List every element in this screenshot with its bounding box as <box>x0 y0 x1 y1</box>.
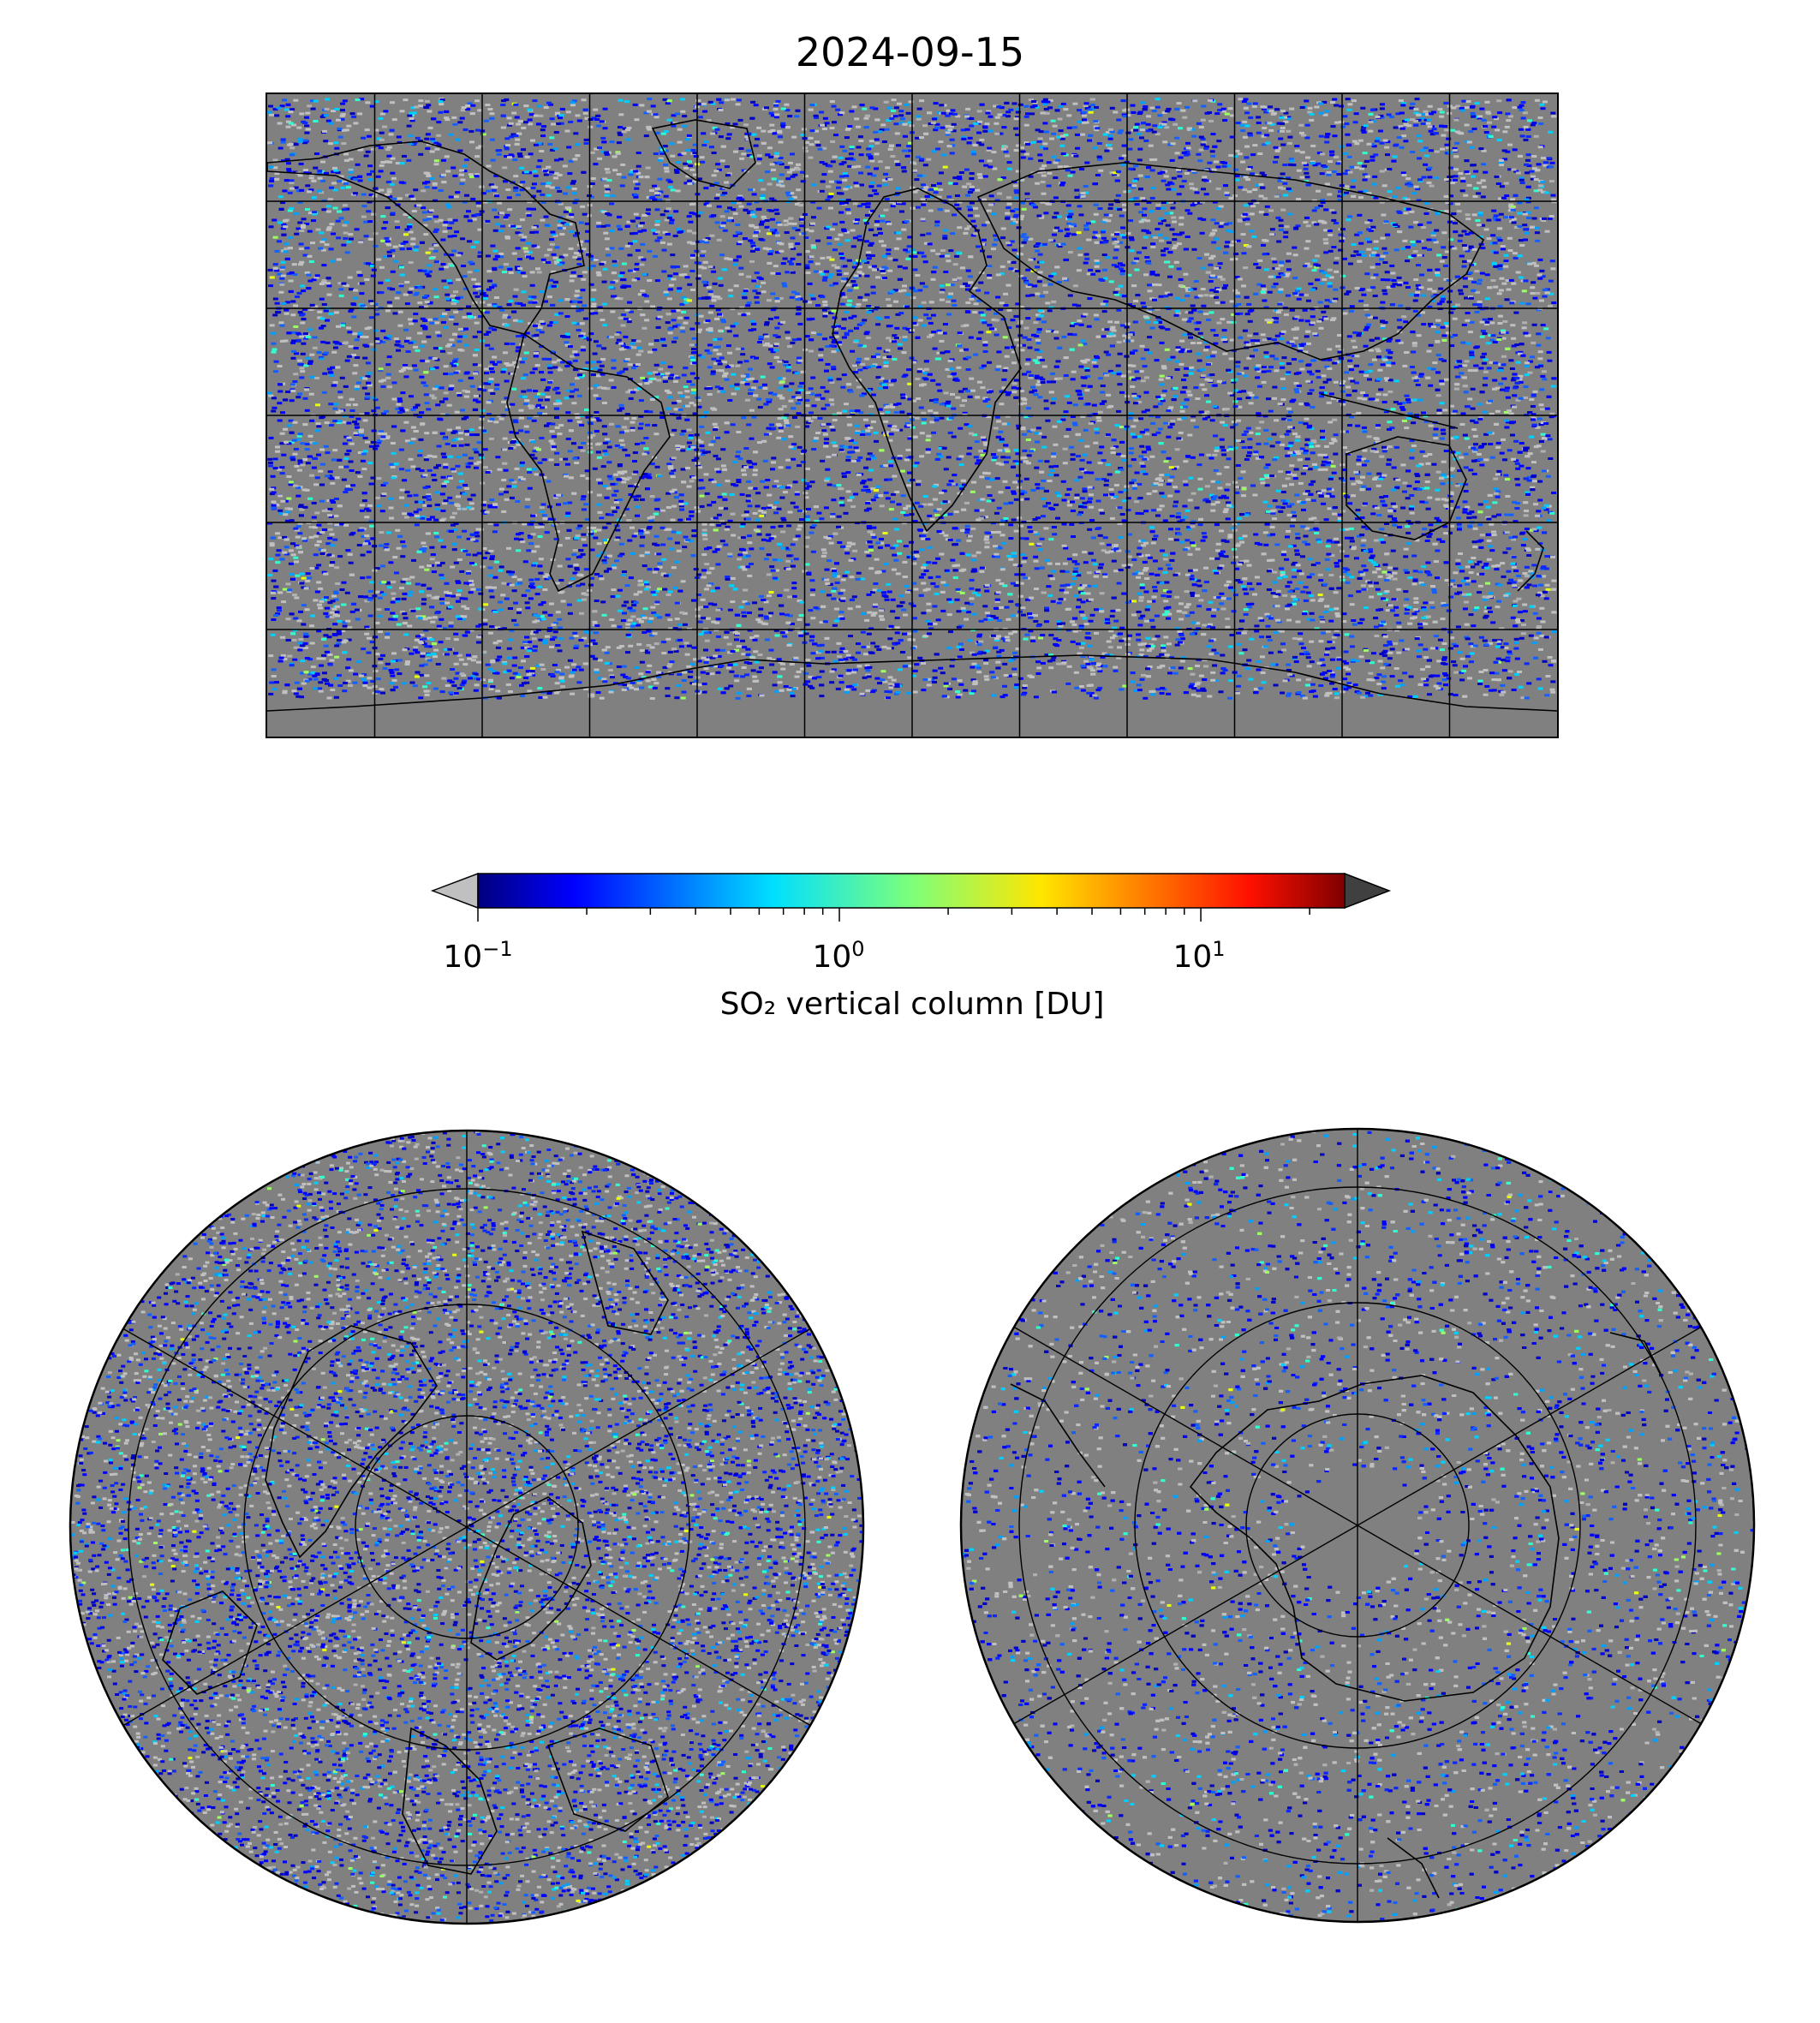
global-map <box>266 92 1559 738</box>
colorbar: 10−1 100 101 SO₂ vertical column [DU] <box>428 865 1396 1022</box>
colorbar-over-triangle <box>1344 872 1392 910</box>
colorbar-tick-label-0: 10−1 <box>443 937 512 975</box>
south-coastlines <box>1010 1332 1662 1899</box>
global-map-canvas <box>267 94 1557 737</box>
map-title: 2024-09-15 <box>0 29 1820 75</box>
north-polar-canvas <box>69 1129 865 1925</box>
north-gridlines <box>117 1131 816 1924</box>
north-coastlines <box>162 1230 669 1875</box>
colorbar-gradient <box>477 873 1346 909</box>
south-gridlines <box>1008 1129 1707 1922</box>
global-coastlines <box>267 119 1557 712</box>
south-map-boundary <box>959 1127 1756 1924</box>
south-polar-map <box>959 1127 1756 1924</box>
north-map-boundary <box>69 1129 865 1925</box>
colorbar-graphic <box>430 872 1392 922</box>
south-polar-canvas <box>959 1127 1756 1924</box>
colorbar-tick-marks <box>477 908 1310 922</box>
north-polar-map <box>69 1129 865 1925</box>
colorbar-tick-label-2: 101 <box>1173 937 1225 975</box>
colorbar-tick-label-1: 100 <box>812 937 864 975</box>
colorbar-label: SO₂ vertical column [DU] <box>428 987 1396 1022</box>
global-gridlines <box>267 94 1557 737</box>
colorbar-under-triangle <box>430 872 479 910</box>
